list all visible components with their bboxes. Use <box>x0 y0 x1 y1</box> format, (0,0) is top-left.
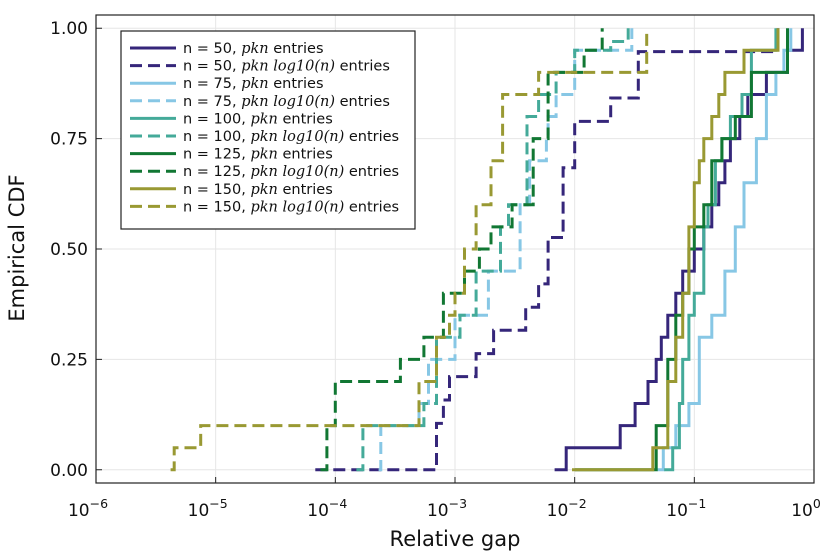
legend-entry-label: n = 75, pkn entries <box>183 76 324 92</box>
legend-entry-label: n = 125, pkn entries <box>183 147 333 163</box>
legend-box <box>120 30 416 230</box>
y-axis-ticks: 0.00 0.25 0.50 0.75 1.00 <box>50 19 102 481</box>
y-tick-label: 1.00 <box>50 19 88 39</box>
series-layer <box>170 28 804 472</box>
legend-entry-label: n = 50, pkn entries <box>183 41 324 57</box>
y-tick-label: 0.25 <box>50 350 88 370</box>
series-line-4 <box>378 28 634 472</box>
x-tick-label: 10−5 <box>188 496 228 521</box>
series-line-10 <box>170 28 649 472</box>
series-line-2 <box>315 28 780 472</box>
legend: n = 50, pkn entries n = 50, pkn log10(n) … <box>120 30 416 230</box>
x-axis-ticks: 10−6 10−5 10−4 10−3 10−2 10−1 100 <box>68 477 821 521</box>
x-tick-label: 10−3 <box>427 496 467 521</box>
series-line-9 <box>572 28 780 472</box>
y-tick-label: 0.75 <box>50 130 88 150</box>
legend-entry-label: n = 50, pkn log10(n) entries <box>183 59 390 75</box>
legend-entry-label: n = 75, pkn log10(n) entries <box>183 94 390 110</box>
legend-entry-label: n = 100, pkn log10(n) entries <box>183 129 399 145</box>
legend-entry-label: n = 100, pkn entries <box>183 111 333 127</box>
legend-entry-label: n = 150, pkn log10(n) entries <box>183 199 399 215</box>
x-axis-label: Relative gap <box>390 527 521 551</box>
y-tick-label: 0.00 <box>50 461 88 481</box>
x-tick-label: 10−6 <box>68 496 108 521</box>
x-tick-label: 10−1 <box>666 496 706 521</box>
legend-entry-label: n = 125, pkn log10(n) entries <box>183 164 399 180</box>
series-line-6 <box>356 28 630 472</box>
series-line-8 <box>320 28 604 472</box>
series-line-5 <box>664 28 778 472</box>
y-axis-label: Empirical CDF <box>5 174 29 321</box>
y-tick-label: 0.50 <box>50 240 88 260</box>
x-tick-label: 100 <box>791 496 821 521</box>
legend-entry-label: n = 150, pkn entries <box>183 182 333 198</box>
x-tick-label: 10−4 <box>307 496 347 521</box>
x-tick-label: 10−2 <box>547 496 587 521</box>
